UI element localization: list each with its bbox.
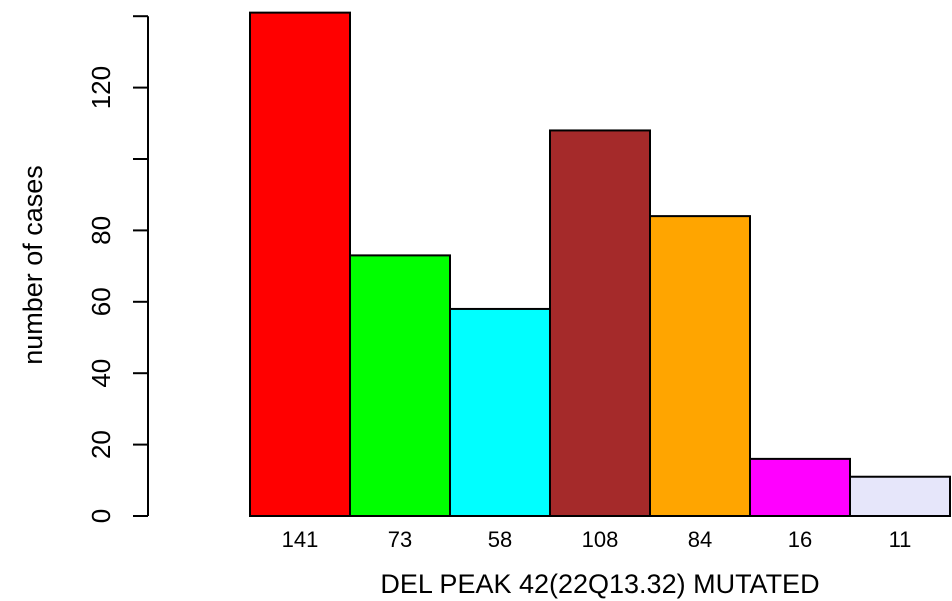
x-tick-label: 73 [388,527,412,552]
x-tick-label: 11 [889,527,912,552]
bar-16 [749,457,851,518]
bars-group [249,11,951,518]
x-tick-label: 16 [788,527,812,552]
x-axis-title: DEL PEAK 42(22Q13.32) MUTATED [380,569,819,599]
bar-84 [649,215,751,517]
x-tick-labels: 141 73 58 108 84 16 11 [282,527,912,552]
bar-141 [249,11,351,517]
bar-108 [549,129,651,517]
y-tick-label: 20 [86,430,116,459]
bar-73 [349,254,451,517]
y-tick-label: 60 [86,287,116,316]
y-tick-label: 40 [86,359,116,388]
bar-58 [449,307,551,517]
y-tick-label: 120 [86,66,116,109]
y-axis-title: number of cases [18,165,48,365]
x-tick-label: 58 [488,527,512,552]
y-tick-label: 80 [86,216,116,245]
x-tick-label: 108 [582,527,619,552]
bar-11 [849,475,951,518]
x-tick-label: 84 [688,527,712,552]
x-tick-label: 141 [282,527,319,552]
y-axis: 0 20 40 60 80 120 [86,15,149,523]
y-tick-label: 0 [86,509,116,523]
